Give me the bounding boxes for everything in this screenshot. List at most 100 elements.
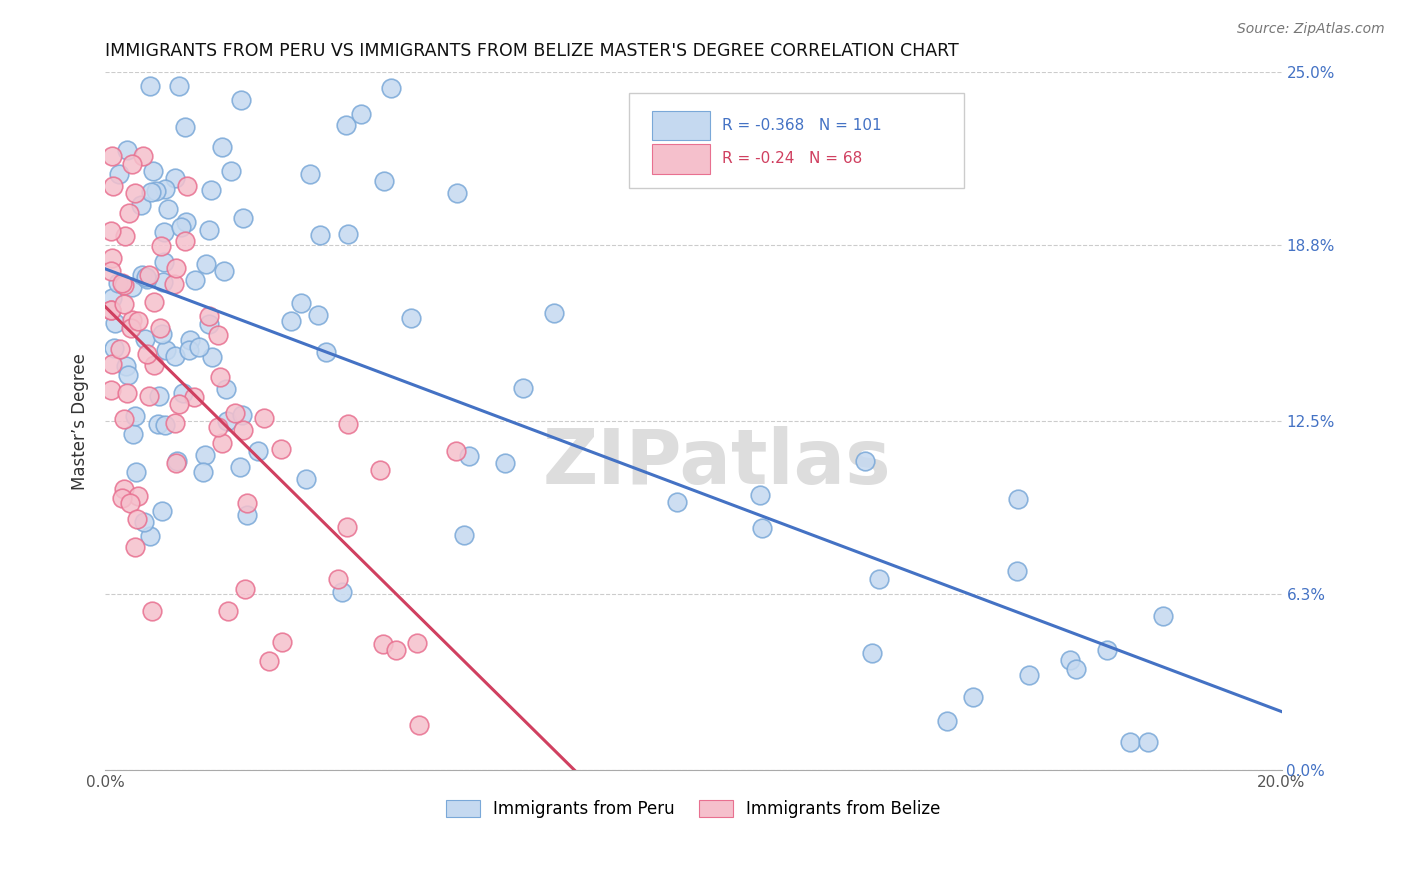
- Point: [163, 171, 186, 186]
- Point: [208, 369, 231, 384]
- Point: [337, 227, 360, 241]
- Point: [117, 206, 139, 220]
- Point: [129, 198, 152, 212]
- Point: [197, 317, 219, 331]
- Point: [114, 359, 136, 374]
- Point: [194, 257, 217, 271]
- Point: [100, 302, 122, 317]
- Point: [100, 224, 122, 238]
- Point: [183, 390, 205, 404]
- Point: [108, 167, 131, 181]
- Point: [135, 270, 157, 285]
- Point: [111, 491, 134, 505]
- Point: [143, 294, 166, 309]
- Point: [121, 313, 143, 327]
- Point: [233, 582, 256, 596]
- Point: [124, 186, 146, 200]
- Point: [1007, 564, 1029, 578]
- Point: [101, 149, 124, 163]
- Text: R = -0.24   N = 68: R = -0.24 N = 68: [721, 152, 862, 167]
- Point: [121, 157, 143, 171]
- FancyBboxPatch shape: [652, 145, 710, 174]
- Text: IMMIGRANTS FROM PERU VS IMMIGRANTS FROM BELIZE MASTER'S DEGREE CORRELATION CHART: IMMIGRANTS FROM PERU VS IMMIGRANTS FROM …: [105, 42, 959, 60]
- Point: [132, 516, 155, 530]
- Y-axis label: Master’s Degree: Master’s Degree: [72, 352, 89, 490]
- Point: [406, 636, 429, 650]
- Point: [107, 276, 129, 290]
- Point: [232, 211, 254, 226]
- Point: [212, 264, 235, 278]
- Point: [1064, 662, 1087, 676]
- Point: [138, 389, 160, 403]
- Point: [512, 381, 534, 395]
- Point: [211, 139, 233, 153]
- Point: [145, 184, 167, 198]
- Point: [224, 406, 246, 420]
- Point: [165, 349, 187, 363]
- Point: [853, 453, 876, 467]
- Point: [101, 251, 124, 265]
- Point: [120, 496, 142, 510]
- Point: [153, 226, 176, 240]
- Point: [1095, 642, 1118, 657]
- Point: [135, 272, 157, 286]
- Point: [1018, 668, 1040, 682]
- Point: [198, 223, 221, 237]
- Point: [138, 79, 160, 94]
- Point: [211, 435, 233, 450]
- Point: [177, 343, 200, 358]
- Point: [115, 143, 138, 157]
- Point: [280, 314, 302, 328]
- Point: [146, 417, 169, 432]
- Point: [155, 182, 177, 196]
- Point: [124, 409, 146, 423]
- Point: [117, 368, 139, 382]
- Point: [299, 167, 322, 181]
- Point: [326, 572, 349, 586]
- Point: [236, 496, 259, 510]
- Point: [257, 653, 280, 667]
- Point: [100, 303, 122, 318]
- Point: [165, 456, 187, 470]
- Point: [150, 238, 173, 252]
- Point: [191, 465, 214, 479]
- Point: [231, 409, 253, 423]
- Point: [141, 604, 163, 618]
- Point: [217, 414, 239, 428]
- Point: [104, 316, 127, 330]
- Point: [749, 488, 772, 502]
- Point: [1152, 608, 1174, 623]
- Point: [125, 511, 148, 525]
- Point: [112, 482, 135, 496]
- Point: [187, 340, 209, 354]
- Point: [236, 508, 259, 522]
- Point: [337, 417, 360, 432]
- Point: [124, 541, 146, 555]
- FancyBboxPatch shape: [628, 94, 965, 187]
- Point: [114, 229, 136, 244]
- Point: [100, 291, 122, 305]
- Point: [453, 527, 475, 541]
- Point: [142, 164, 165, 178]
- Point: [246, 444, 269, 458]
- Point: [207, 328, 229, 343]
- Point: [163, 416, 186, 430]
- Point: [170, 219, 193, 234]
- Point: [101, 357, 124, 371]
- Point: [112, 277, 135, 292]
- Point: [232, 424, 254, 438]
- Point: [134, 332, 156, 346]
- Point: [290, 296, 312, 310]
- Point: [194, 448, 217, 462]
- Point: [125, 466, 148, 480]
- Point: [152, 275, 174, 289]
- Point: [184, 273, 207, 287]
- Point: [868, 572, 890, 586]
- Point: [935, 714, 957, 729]
- Point: [751, 520, 773, 534]
- Point: [207, 420, 229, 434]
- Point: [179, 333, 201, 347]
- Point: [543, 306, 565, 320]
- Point: [229, 459, 252, 474]
- Point: [458, 450, 481, 464]
